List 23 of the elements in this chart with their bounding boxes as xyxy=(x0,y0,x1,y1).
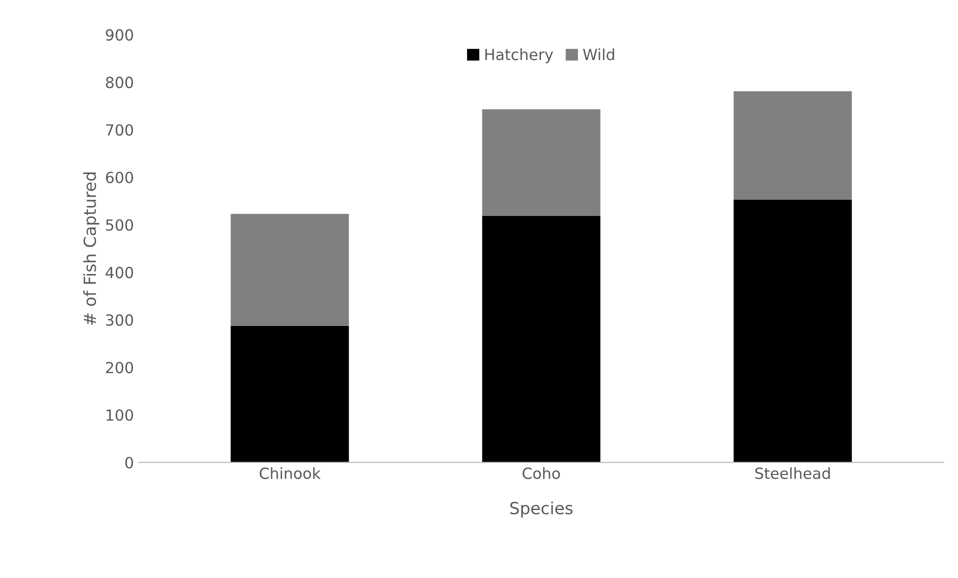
x-tick-label: Chinook xyxy=(260,467,321,480)
bar xyxy=(734,200,852,462)
y-axis-title: # of Fish Captured xyxy=(83,172,100,325)
y-tick-label: 700 xyxy=(106,124,134,136)
bar xyxy=(482,109,600,216)
legend-label: Hatchery xyxy=(485,48,554,64)
bar xyxy=(230,214,349,326)
x-tick-label: Steelhead xyxy=(755,467,830,480)
y-tick-label: 200 xyxy=(106,362,134,374)
y-tick-label: 500 xyxy=(106,219,134,231)
x-tick-label: Coho xyxy=(522,467,560,480)
y-tick-label: 800 xyxy=(106,76,134,88)
y-tick-label: 600 xyxy=(106,172,134,184)
y-tick-label: 900 xyxy=(106,29,134,41)
legend-label: Wild xyxy=(583,48,614,60)
y-tick-label: 300 xyxy=(106,314,134,326)
bar xyxy=(482,216,600,462)
bar xyxy=(734,91,852,200)
y-tick-label: 400 xyxy=(106,266,134,278)
x-axis-title: Species xyxy=(510,501,573,518)
bar xyxy=(230,326,349,462)
y-tick-label: 0 xyxy=(125,456,134,468)
y-tick-label: 100 xyxy=(106,409,134,421)
